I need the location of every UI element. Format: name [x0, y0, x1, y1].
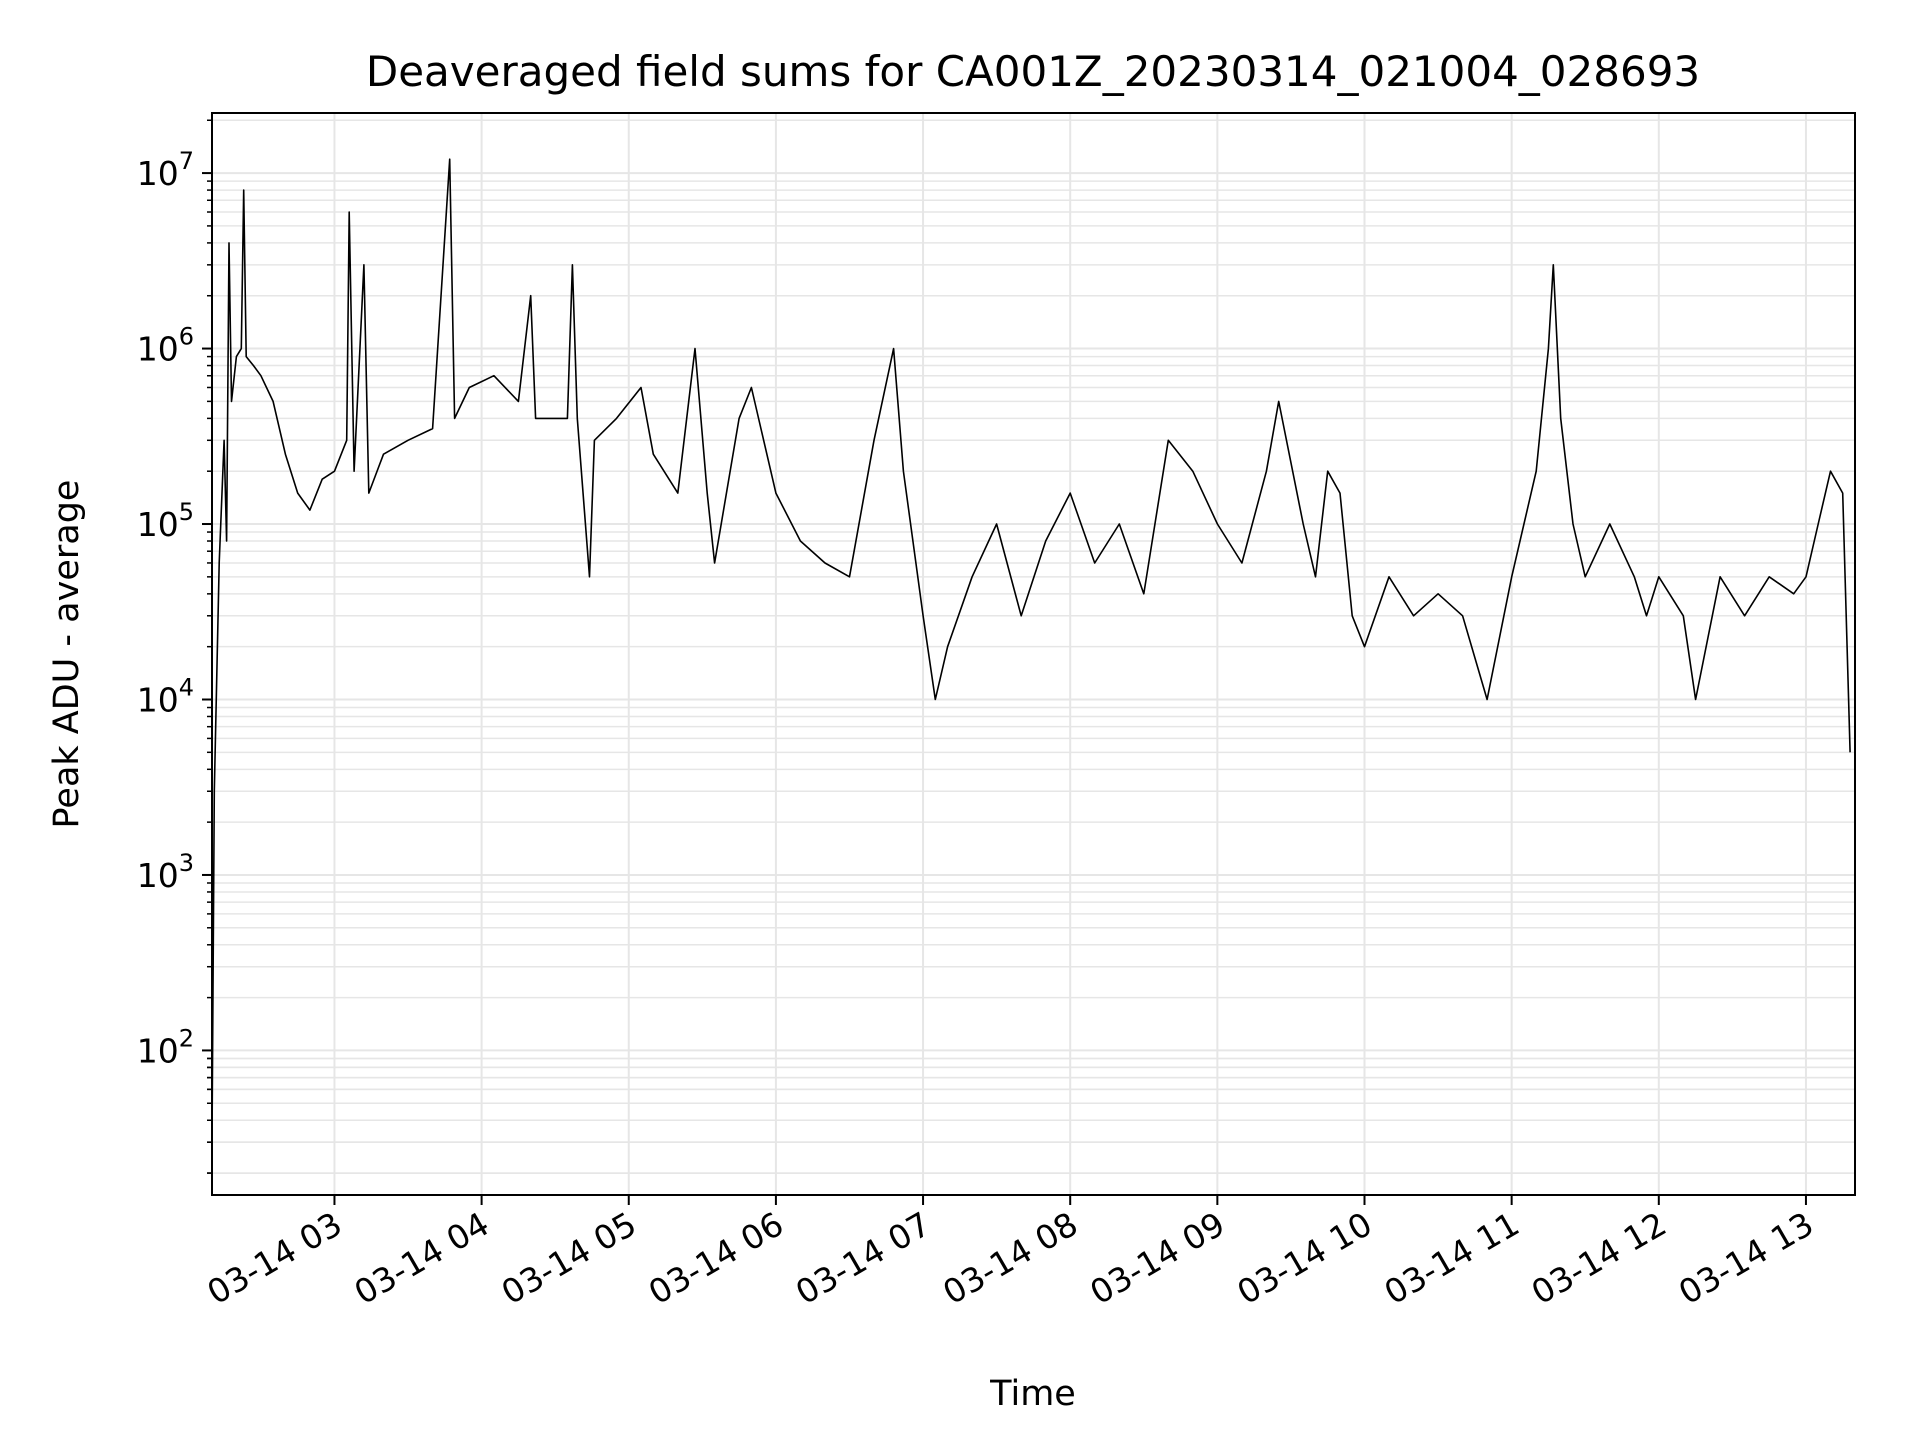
y-axis: 102 103 104 105 106 107 — [137, 119, 212, 1174]
y-tick-label: 102 — [137, 1024, 194, 1070]
y-axis-label: Peak ADU - average — [47, 480, 87, 829]
y-tick-label: 104 — [137, 673, 194, 719]
y-tick-label: 105 — [137, 498, 194, 544]
series-line — [211, 158, 1851, 1174]
y-tick-label: 103 — [137, 849, 194, 895]
x-axis-label: Time — [989, 1374, 1076, 1414]
plot-frame — [211, 112, 1856, 1196]
y-tick-label: 107 — [137, 147, 194, 193]
data-series — [211, 158, 1851, 1174]
chart-title: Deaveraged field sums for CA001Z_2023031… — [366, 47, 1700, 96]
y-tick-label: 106 — [137, 323, 194, 369]
grid — [212, 113, 1855, 1195]
